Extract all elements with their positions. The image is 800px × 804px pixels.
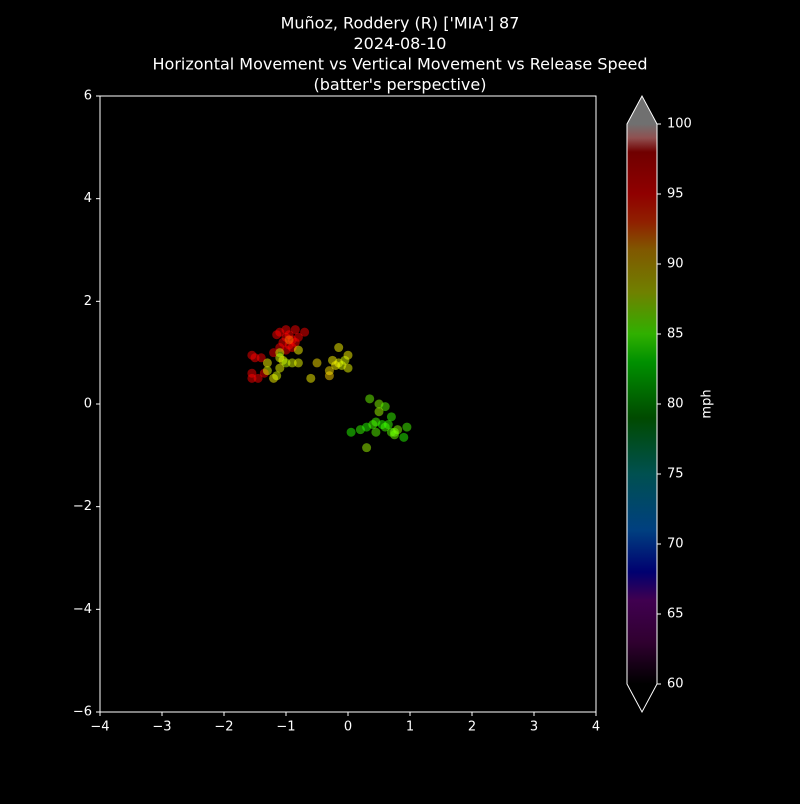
scatter-point <box>275 348 285 358</box>
scatter-point <box>281 325 291 335</box>
colorbar-tick-label: 90 <box>667 257 684 272</box>
colorbar-tick-label: 100 <box>667 117 692 132</box>
scatter-point <box>386 412 396 422</box>
x-tick-label: 0 <box>344 720 352 735</box>
y-tick-label: 2 <box>84 294 92 309</box>
x-tick-label: 1 <box>406 720 414 735</box>
colorbar-extend-bottom <box>627 684 657 712</box>
chart-title: Horizontal Movement vs Vertical Movement… <box>153 55 648 74</box>
colorbar-extend-top <box>627 96 657 124</box>
scatter-point <box>380 402 390 412</box>
scatter-point <box>272 330 282 340</box>
scatter-point <box>365 394 375 404</box>
scatter-point <box>340 355 350 365</box>
colorbar-tick-label: 65 <box>667 607 684 622</box>
scatter-point <box>362 443 372 453</box>
scatter-point <box>262 366 272 376</box>
x-tick-label: −4 <box>90 720 109 735</box>
scatter-point <box>371 417 381 427</box>
scatter-point <box>272 371 282 381</box>
scatter-point <box>262 358 272 368</box>
chart-title: Muñoz, Roddery (R) ['MIA'] 87 <box>281 14 520 33</box>
plot-area <box>99 95 597 713</box>
scatter-point <box>293 345 303 355</box>
chart-title: (batter's perspective) <box>314 75 487 94</box>
scatter-point <box>306 373 316 383</box>
scatter-point <box>247 373 257 383</box>
colorbar-tick-label: 85 <box>667 327 684 342</box>
x-tick-label: −2 <box>214 720 233 735</box>
scatter-point <box>331 361 341 370</box>
scatter-point <box>269 348 279 358</box>
colorbar-tick-label: 75 <box>667 467 684 482</box>
scatter-point <box>300 327 310 337</box>
scatter-point <box>343 363 353 373</box>
scatter-point <box>293 358 303 368</box>
y-tick-label: 0 <box>84 397 92 412</box>
scatter-point <box>281 358 291 368</box>
scatter-point <box>334 343 344 353</box>
scatter-point <box>284 335 294 345</box>
scatter-point <box>247 350 257 360</box>
scatter-point <box>371 427 381 437</box>
scatter-point <box>402 422 412 432</box>
scatter-point <box>390 427 399 437</box>
y-tick-label: −2 <box>73 499 92 514</box>
colorbar <box>627 124 657 684</box>
colorbar-tick-label: 60 <box>667 677 684 692</box>
scatter-point <box>290 325 300 335</box>
scatter-point <box>399 432 409 442</box>
chart-title: 2024-08-10 <box>354 34 447 53</box>
scatter-point <box>383 420 393 430</box>
scatter-point <box>275 363 285 373</box>
x-tick-label: 4 <box>592 720 600 735</box>
colorbar-tick-label: 95 <box>667 187 684 202</box>
y-tick-label: −4 <box>73 602 92 617</box>
colorbar-tick-label: 80 <box>667 397 684 412</box>
scatter-point <box>346 427 356 437</box>
scatter-point <box>287 358 297 368</box>
scatter-point <box>312 358 322 368</box>
y-tick-label: 4 <box>84 191 92 206</box>
x-tick-label: −1 <box>276 720 295 735</box>
scatter-point <box>374 407 384 417</box>
scatter-point <box>253 373 263 383</box>
scatter-point <box>256 353 266 363</box>
colorbar-tick-label: 70 <box>667 537 684 552</box>
x-tick-label: 2 <box>468 720 476 735</box>
x-tick-label: 3 <box>530 720 538 735</box>
y-tick-label: 6 <box>84 89 92 104</box>
scatter-point <box>324 366 334 376</box>
y-tick-label: −6 <box>73 705 92 720</box>
colorbar-label: mph <box>700 389 715 418</box>
x-tick-label: −3 <box>152 720 171 735</box>
